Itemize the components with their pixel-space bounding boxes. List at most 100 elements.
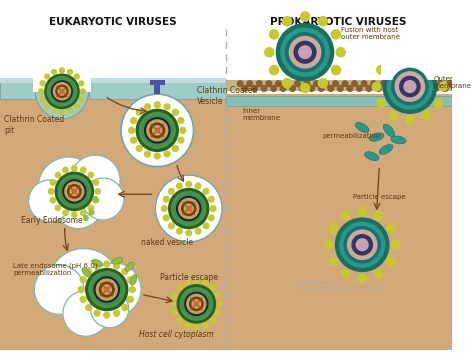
Circle shape bbox=[185, 280, 190, 285]
Text: Clathrin Coated
pit: Clathrin Coated pit bbox=[4, 115, 64, 135]
Circle shape bbox=[340, 222, 384, 267]
Circle shape bbox=[187, 294, 206, 313]
Circle shape bbox=[422, 111, 431, 120]
Circle shape bbox=[215, 310, 220, 315]
Circle shape bbox=[145, 151, 150, 157]
Circle shape bbox=[128, 277, 133, 283]
Circle shape bbox=[100, 282, 114, 297]
Circle shape bbox=[129, 127, 135, 133]
Circle shape bbox=[54, 179, 103, 228]
Circle shape bbox=[387, 257, 395, 266]
Circle shape bbox=[356, 86, 362, 91]
Circle shape bbox=[45, 74, 79, 108]
Text: Host cell cytoplasm: Host cell cytoplasm bbox=[139, 330, 214, 339]
Ellipse shape bbox=[35, 62, 89, 119]
Ellipse shape bbox=[130, 274, 137, 285]
Circle shape bbox=[65, 182, 84, 201]
Circle shape bbox=[374, 212, 383, 220]
Circle shape bbox=[304, 81, 310, 87]
Circle shape bbox=[289, 37, 321, 68]
Circle shape bbox=[56, 85, 68, 97]
Circle shape bbox=[294, 81, 300, 87]
Ellipse shape bbox=[379, 144, 393, 155]
Circle shape bbox=[447, 81, 453, 87]
Circle shape bbox=[94, 263, 100, 269]
Circle shape bbox=[344, 227, 380, 263]
Circle shape bbox=[172, 310, 178, 315]
Ellipse shape bbox=[391, 136, 406, 144]
Circle shape bbox=[392, 241, 400, 249]
Circle shape bbox=[309, 86, 315, 91]
Circle shape bbox=[174, 194, 203, 223]
Circle shape bbox=[45, 104, 50, 108]
Circle shape bbox=[177, 197, 201, 221]
Circle shape bbox=[88, 172, 93, 178]
Circle shape bbox=[371, 81, 376, 87]
Text: © ViralZone 2014
Swiss Institute of Bioinformatics: © ViralZone 2014 Swiss Institute of Bioi… bbox=[295, 280, 383, 291]
Circle shape bbox=[404, 86, 410, 91]
Ellipse shape bbox=[365, 152, 379, 160]
Circle shape bbox=[145, 118, 170, 143]
Circle shape bbox=[93, 197, 98, 202]
Circle shape bbox=[195, 228, 201, 234]
Circle shape bbox=[252, 86, 257, 91]
Circle shape bbox=[210, 206, 216, 211]
Circle shape bbox=[88, 205, 93, 211]
Circle shape bbox=[91, 290, 128, 328]
Circle shape bbox=[155, 153, 160, 159]
Circle shape bbox=[422, 53, 431, 62]
Text: Clathrin Coated
Vesicle: Clathrin Coated Vesicle bbox=[197, 86, 257, 106]
Circle shape bbox=[80, 277, 86, 283]
Circle shape bbox=[86, 305, 91, 311]
Circle shape bbox=[389, 111, 398, 120]
Circle shape bbox=[61, 178, 88, 205]
Circle shape bbox=[136, 109, 142, 115]
Circle shape bbox=[81, 167, 86, 173]
Circle shape bbox=[128, 296, 133, 302]
Circle shape bbox=[210, 285, 216, 290]
Circle shape bbox=[387, 224, 395, 232]
Circle shape bbox=[34, 265, 84, 314]
Circle shape bbox=[209, 197, 214, 202]
Circle shape bbox=[177, 285, 215, 323]
Circle shape bbox=[435, 66, 443, 74]
Circle shape bbox=[122, 305, 128, 311]
Circle shape bbox=[323, 81, 329, 87]
Ellipse shape bbox=[112, 258, 123, 264]
Circle shape bbox=[194, 302, 198, 306]
Circle shape bbox=[162, 206, 167, 211]
Circle shape bbox=[358, 207, 366, 216]
Circle shape bbox=[377, 99, 385, 107]
Circle shape bbox=[270, 66, 279, 75]
Circle shape bbox=[452, 86, 457, 91]
Bar bbox=[0, 8, 452, 29]
Circle shape bbox=[63, 210, 68, 216]
Circle shape bbox=[329, 224, 337, 232]
Circle shape bbox=[38, 157, 99, 218]
Circle shape bbox=[52, 81, 72, 102]
Circle shape bbox=[71, 155, 120, 205]
Circle shape bbox=[131, 137, 137, 143]
Circle shape bbox=[419, 81, 424, 87]
Circle shape bbox=[341, 212, 350, 220]
Ellipse shape bbox=[383, 124, 395, 137]
Circle shape bbox=[347, 230, 377, 260]
Circle shape bbox=[40, 81, 45, 86]
Circle shape bbox=[38, 89, 44, 94]
Text: PROKARYOTIC VIRUSES: PROKARYOTIC VIRUSES bbox=[270, 17, 407, 27]
Circle shape bbox=[358, 274, 366, 282]
Circle shape bbox=[185, 323, 190, 328]
Circle shape bbox=[50, 79, 74, 104]
Circle shape bbox=[104, 312, 109, 318]
Circle shape bbox=[89, 210, 94, 215]
Circle shape bbox=[285, 81, 291, 87]
Text: Early Endosome: Early Endosome bbox=[21, 216, 82, 225]
Circle shape bbox=[96, 279, 117, 300]
Circle shape bbox=[372, 82, 381, 91]
Circle shape bbox=[50, 198, 55, 203]
Ellipse shape bbox=[82, 268, 91, 277]
Circle shape bbox=[285, 33, 325, 72]
Circle shape bbox=[337, 86, 343, 91]
Circle shape bbox=[215, 292, 220, 297]
Circle shape bbox=[210, 318, 216, 323]
